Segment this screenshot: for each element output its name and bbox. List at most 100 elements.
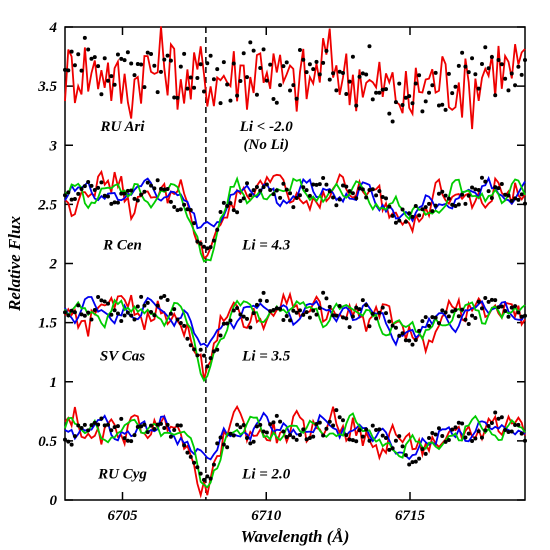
- data-point: [232, 433, 236, 437]
- data-point: [377, 189, 381, 193]
- data-point: [298, 433, 302, 437]
- data-point: [394, 221, 398, 225]
- data-point: [235, 423, 239, 427]
- data-point: [202, 478, 206, 482]
- data-point: [483, 180, 487, 184]
- data-point: [460, 308, 464, 312]
- data-point: [480, 436, 484, 440]
- data-point: [404, 453, 408, 457]
- data-point: [262, 291, 266, 295]
- data-point: [238, 199, 242, 203]
- data-point: [470, 439, 474, 443]
- data-point: [516, 198, 520, 202]
- data-point: [103, 194, 107, 198]
- annotation: Li = 4.3: [241, 237, 291, 253]
- data-point: [185, 451, 189, 455]
- data-point: [407, 94, 411, 98]
- data-point: [523, 58, 527, 62]
- data-point: [394, 326, 398, 330]
- annotation: Li = 2.0: [241, 467, 291, 483]
- data-point: [318, 421, 322, 425]
- data-point: [291, 205, 295, 209]
- data-point: [500, 415, 504, 419]
- data-point: [245, 317, 249, 321]
- data-point: [454, 308, 458, 312]
- data-point: [397, 82, 401, 86]
- data-point: [490, 421, 494, 425]
- data-point: [179, 321, 183, 325]
- data-point: [420, 447, 424, 451]
- data-point: [271, 192, 275, 196]
- data-point: [391, 214, 395, 218]
- data-point: [265, 299, 269, 303]
- data-point: [109, 74, 113, 78]
- data-point: [513, 83, 517, 87]
- data-point: [159, 422, 163, 426]
- data-point: [434, 204, 438, 208]
- data-point: [232, 208, 236, 212]
- data-point: [222, 60, 226, 64]
- data-point: [136, 198, 140, 202]
- data-point: [506, 315, 510, 319]
- data-point: [420, 319, 424, 323]
- data-point: [447, 438, 451, 442]
- data-point: [113, 83, 117, 87]
- data-point: [83, 314, 87, 318]
- data-point: [328, 189, 332, 193]
- data-point: [401, 331, 405, 335]
- data-point: [367, 439, 371, 443]
- data-point: [209, 245, 213, 249]
- annotation: RU Cyg: [97, 467, 147, 483]
- data-point: [96, 295, 100, 299]
- data-point: [189, 343, 193, 347]
- data-point: [238, 313, 242, 317]
- data-point: [381, 434, 385, 438]
- data-point: [149, 424, 153, 428]
- data-point: [401, 103, 405, 107]
- data-point: [467, 432, 471, 436]
- data-point: [235, 94, 239, 98]
- data-point: [493, 93, 497, 97]
- data-point: [215, 228, 219, 232]
- data-point: [258, 66, 262, 70]
- data-point: [305, 310, 309, 314]
- data-point: [169, 312, 173, 316]
- data-point: [252, 188, 256, 192]
- data-point: [341, 71, 345, 75]
- data-point: [427, 202, 431, 206]
- data-point: [397, 334, 401, 338]
- data-point: [318, 72, 322, 76]
- data-point: [146, 181, 150, 185]
- data-point: [427, 436, 431, 440]
- data-point: [381, 306, 385, 310]
- data-point: [351, 55, 355, 59]
- data-point: [70, 50, 74, 54]
- data-point: [460, 51, 464, 55]
- data-point: [132, 433, 136, 437]
- data-point: [477, 188, 481, 192]
- data-point: [262, 185, 266, 189]
- data-point: [172, 205, 176, 209]
- data-point: [444, 310, 448, 314]
- data-point: [331, 424, 335, 428]
- data-point: [384, 196, 388, 200]
- data-point: [162, 58, 166, 62]
- data-point: [338, 415, 342, 419]
- data-point: [470, 56, 474, 60]
- data-point: [427, 324, 431, 328]
- data-point: [185, 207, 189, 211]
- data-point: [123, 313, 127, 317]
- data-point: [76, 52, 80, 56]
- data-point: [142, 304, 146, 308]
- data-point: [288, 191, 292, 195]
- data-point: [182, 203, 186, 207]
- data-point: [371, 97, 375, 101]
- data-point: [76, 424, 80, 428]
- data-point: [96, 423, 100, 427]
- data-point: [463, 202, 467, 206]
- data-point: [324, 296, 328, 300]
- data-point: [510, 429, 514, 433]
- data-point: [497, 186, 501, 190]
- data-point: [358, 428, 362, 432]
- data-point: [444, 194, 448, 198]
